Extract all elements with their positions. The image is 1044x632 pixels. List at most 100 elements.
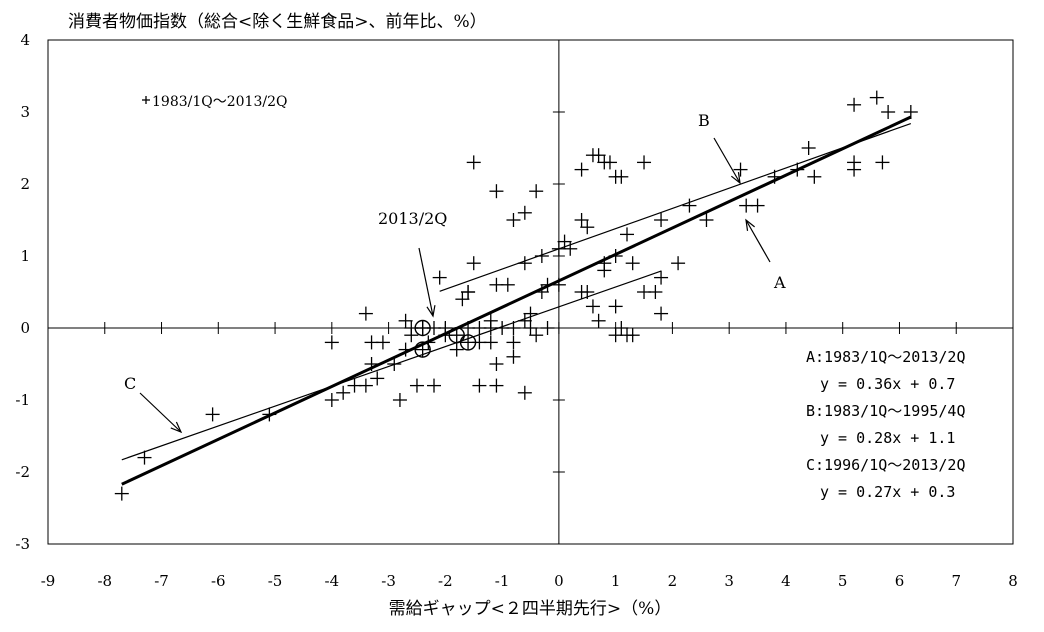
data-point xyxy=(580,285,595,299)
data-point xyxy=(375,335,390,350)
data-point xyxy=(461,285,476,299)
data-point xyxy=(489,357,504,371)
data-point xyxy=(750,198,765,213)
data-point xyxy=(449,342,464,357)
data-point xyxy=(869,90,884,105)
data-point xyxy=(466,155,481,170)
data-point xyxy=(585,299,600,314)
y-tick-label: 2 xyxy=(20,175,30,193)
x-tick-label: -4 xyxy=(325,572,340,590)
equation-box: A:1983/1Q～2013/2Q y = 0.36x + 0.7 B:1983… xyxy=(806,348,966,501)
data-point xyxy=(483,335,498,350)
y-tick-label: -3 xyxy=(15,535,30,553)
data-point xyxy=(671,256,686,271)
equation-a-period: A:1983/1Q～2013/2Q xyxy=(806,348,966,366)
data-point xyxy=(205,407,220,422)
y-tick-label: -1 xyxy=(15,391,30,409)
data-point xyxy=(608,249,623,263)
equation-b-period: B:1983/1Q～1995/4Q xyxy=(806,402,966,420)
highlight-point xyxy=(414,341,431,358)
data-point xyxy=(517,385,532,400)
data-point xyxy=(398,342,413,357)
arrow-2013-2q xyxy=(418,247,436,318)
data-point xyxy=(370,371,385,386)
legend-label: 1983/1Q～2013/2Q xyxy=(152,94,287,110)
annotation-arrows xyxy=(139,137,771,434)
y-tick-label: 1 xyxy=(20,247,30,265)
data-point xyxy=(523,321,538,335)
data-point xyxy=(903,105,918,119)
x-tick-label: 8 xyxy=(1008,572,1018,590)
y-axis-label: 消費者物価指数（総合<除く生鮮食品>、前年比、%） xyxy=(68,12,487,32)
data-point xyxy=(517,205,532,220)
x-tick-label: -2 xyxy=(438,572,453,590)
data-point xyxy=(529,328,544,343)
data-point xyxy=(614,321,629,335)
data-point xyxy=(409,378,424,393)
data-point xyxy=(455,292,470,307)
data-point xyxy=(654,306,669,321)
data-point xyxy=(262,407,277,422)
data-point xyxy=(387,357,402,371)
data-point xyxy=(637,155,652,170)
data-point xyxy=(881,105,896,119)
equation-c: y = 0.27x + 0.3 xyxy=(820,483,955,501)
data-point xyxy=(472,378,487,393)
data-points xyxy=(114,90,918,501)
data-point xyxy=(336,385,351,400)
data-point xyxy=(847,97,862,112)
data-point xyxy=(602,155,617,170)
data-point xyxy=(847,162,862,177)
data-point xyxy=(614,169,629,184)
data-point xyxy=(517,313,532,328)
regression-lines xyxy=(121,115,912,486)
data-point xyxy=(364,357,379,371)
data-point xyxy=(733,162,748,177)
x-tick-label: -5 xyxy=(268,572,283,590)
annotation-2013-2q: 2013/2Q xyxy=(378,209,447,228)
data-point xyxy=(580,220,595,235)
highlight-point xyxy=(448,327,465,344)
regression-line-b xyxy=(439,122,912,292)
highlight-point xyxy=(414,319,431,337)
data-point xyxy=(563,241,578,256)
data-point xyxy=(432,270,447,285)
legend-marker xyxy=(142,96,150,104)
data-point xyxy=(500,277,515,292)
data-point xyxy=(489,184,504,199)
data-point xyxy=(620,227,634,242)
data-point xyxy=(392,393,407,407)
data-point xyxy=(427,378,441,393)
x-tick-label: -9 xyxy=(41,572,56,590)
x-tick-label: 2 xyxy=(668,572,678,590)
data-point xyxy=(790,162,805,177)
data-point xyxy=(523,306,538,321)
y-tick-label: 4 xyxy=(20,31,30,49)
data-point xyxy=(466,256,481,271)
annotation-b: B xyxy=(698,111,710,130)
data-point xyxy=(534,285,549,299)
data-point xyxy=(324,335,339,350)
data-point xyxy=(506,335,521,350)
x-tick-label: -1 xyxy=(495,572,510,590)
y-tick-label: 3 xyxy=(20,103,30,121)
data-point xyxy=(625,256,640,271)
equation-b: y = 0.28x + 1.1 xyxy=(820,429,955,447)
data-point xyxy=(682,198,697,213)
arrow-c xyxy=(139,392,183,434)
data-point xyxy=(591,313,606,328)
data-point xyxy=(506,321,521,335)
data-point xyxy=(625,328,640,343)
data-point xyxy=(483,313,498,328)
data-point xyxy=(591,148,606,163)
x-tick-label: -7 xyxy=(154,572,169,590)
data-point xyxy=(324,393,339,407)
x-axis-label: 需給ギャップ<２四半期先行>（%） xyxy=(389,599,672,619)
x-tick-label: 1 xyxy=(611,572,621,590)
y-tick-label: -2 xyxy=(15,463,30,481)
x-tick-label: 3 xyxy=(724,572,734,590)
data-point xyxy=(648,285,663,299)
data-point xyxy=(540,321,555,335)
arrow-b xyxy=(713,137,741,185)
data-point xyxy=(534,249,549,263)
